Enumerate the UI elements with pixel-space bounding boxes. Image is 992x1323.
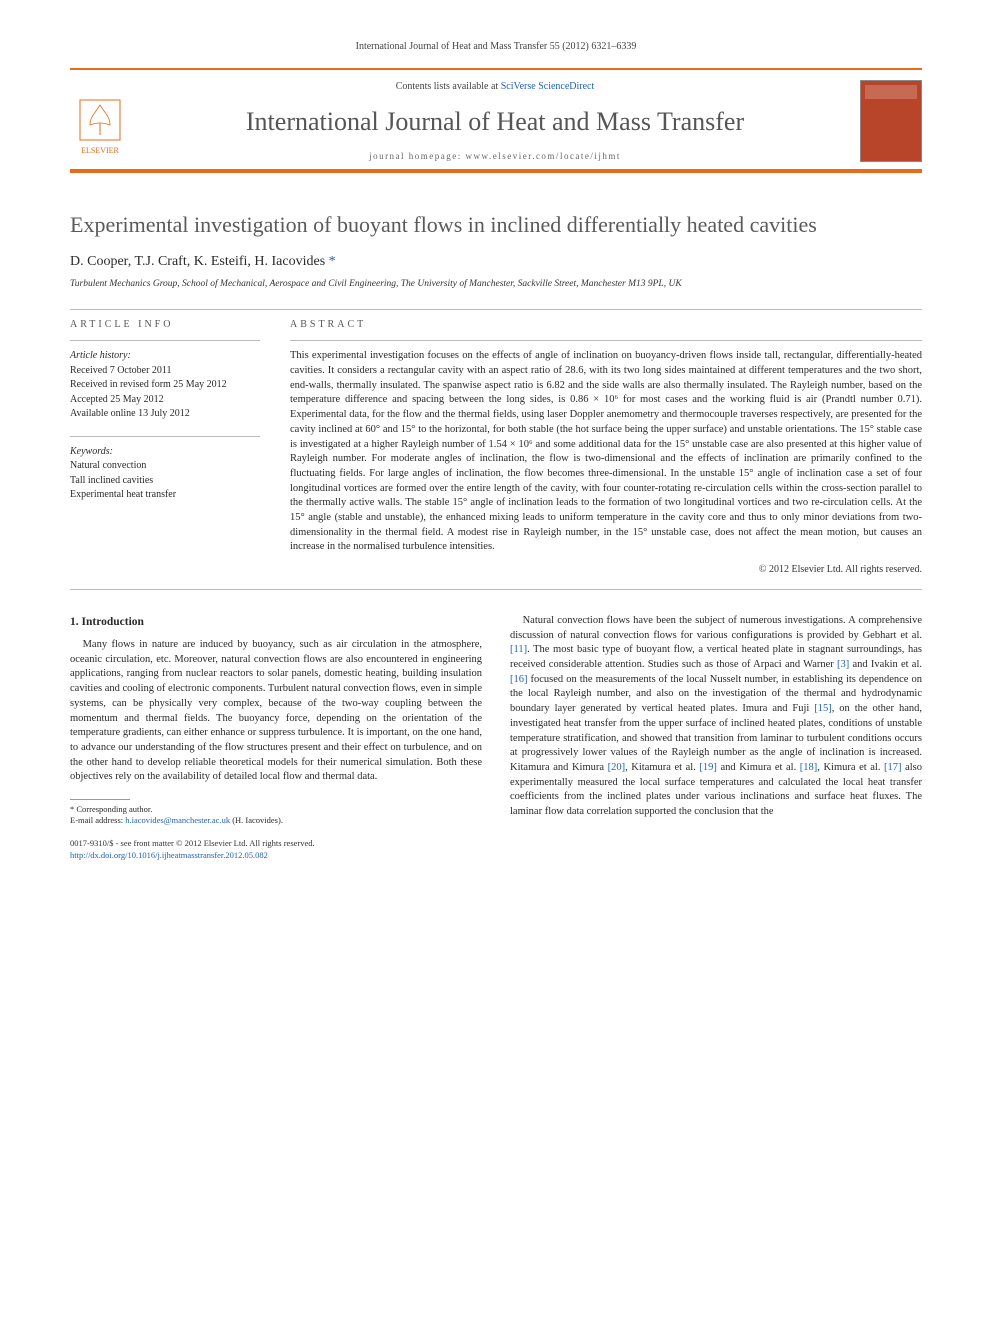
- body-paragraph: Many flows in nature are induced by buoy…: [70, 638, 482, 785]
- masthead: ELSEVIER Contents lists available at Sci…: [70, 68, 922, 173]
- corresponding-footnote: * Corresponding author. E-mail address: …: [70, 804, 482, 826]
- doi-link[interactable]: http://dx.doi.org/10.1016/j.ijheatmasstr…: [70, 850, 268, 860]
- abstract-column: ABSTRACT This experimental investigation…: [290, 318, 922, 577]
- keywords-label: Keywords:: [70, 445, 260, 460]
- info-abstract-row: ARTICLE INFO Article history: Received 7…: [70, 318, 922, 577]
- history-item: Available online 13 July 2012: [70, 407, 260, 422]
- elsevier-tree-icon: [75, 95, 125, 145]
- author-list: D. Cooper, T.J. Craft, K. Esteifi, H. Ia…: [70, 252, 922, 272]
- reference-citation[interactable]: [18]: [800, 762, 818, 773]
- reference-citation[interactable]: [19]: [699, 762, 717, 773]
- body-paragraph: Natural convection flows have been the s…: [510, 614, 922, 820]
- keyword: Experimental heat transfer: [70, 488, 260, 503]
- contents-prefix: Contents lists available at: [396, 81, 501, 92]
- publisher-logo: ELSEVIER: [70, 86, 130, 156]
- reference-citation[interactable]: [15]: [814, 703, 832, 714]
- body-two-column: 1. Introduction Many flows in nature are…: [70, 614, 922, 826]
- keyword: Tall inclined cavities: [70, 474, 260, 489]
- journal-cover-thumbnail: [860, 80, 922, 162]
- history-label: Article history:: [70, 349, 260, 364]
- journal-title: International Journal of Heat and Mass T…: [146, 104, 844, 140]
- article-info-column: ARTICLE INFO Article history: Received 7…: [70, 318, 260, 577]
- citation-header: International Journal of Heat and Mass T…: [70, 40, 922, 54]
- article-history: Article history: Received 7 October 2011…: [70, 349, 260, 422]
- reference-citation[interactable]: [20]: [608, 762, 626, 773]
- abstract-label: ABSTRACT: [290, 318, 922, 332]
- abstract-copyright: © 2012 Elsevier Ltd. All rights reserved…: [290, 563, 922, 577]
- masthead-center: Contents lists available at SciVerse Sci…: [146, 80, 844, 163]
- history-item: Received in revised form 25 May 2012: [70, 378, 260, 393]
- publisher-name: ELSEVIER: [81, 145, 119, 156]
- corr-author-label: * Corresponding author.: [70, 804, 482, 815]
- reference-citation[interactable]: [16]: [510, 674, 528, 685]
- article-info-label: ARTICLE INFO: [70, 318, 260, 332]
- authors-text: D. Cooper, T.J. Craft, K. Esteifi, H. Ia…: [70, 254, 325, 269]
- divider: [290, 340, 922, 341]
- abstract-text: This experimental investigation focuses …: [290, 349, 922, 555]
- issn-line: 0017-9310/$ - see front matter © 2012 El…: [70, 838, 922, 850]
- keyword: Natural convection: [70, 459, 260, 474]
- history-item: Received 7 October 2011: [70, 364, 260, 379]
- divider: [70, 436, 260, 437]
- email-person: (H. Iacovides).: [232, 815, 283, 825]
- footer-metadata: 0017-9310/$ - see front matter © 2012 El…: [70, 838, 922, 862]
- corr-email-link[interactable]: h.iacovides@manchester.ac.uk: [125, 815, 230, 825]
- corresponding-mark[interactable]: *: [329, 254, 336, 269]
- contents-available-line: Contents lists available at SciVerse Sci…: [146, 80, 844, 94]
- sciencedirect-link[interactable]: SciVerse ScienceDirect: [501, 81, 595, 92]
- footnote-separator: [70, 799, 130, 800]
- history-item: Accepted 25 May 2012: [70, 393, 260, 408]
- divider: [70, 309, 922, 310]
- affiliation: Turbulent Mechanics Group, School of Mec…: [70, 278, 922, 291]
- article-title: Experimental investigation of buoyant fl…: [70, 211, 922, 239]
- section-heading-intro: 1. Introduction: [70, 614, 482, 630]
- reference-citation[interactable]: [3]: [837, 659, 849, 670]
- divider: [70, 589, 922, 590]
- divider: [70, 340, 260, 341]
- keywords-block: Keywords: Natural convection Tall inclin…: [70, 445, 260, 503]
- email-label: E-mail address:: [70, 815, 123, 825]
- reference-citation[interactable]: [17]: [884, 762, 902, 773]
- journal-homepage: journal homepage: www.elsevier.com/locat…: [146, 150, 844, 163]
- reference-citation[interactable]: [11]: [510, 644, 527, 655]
